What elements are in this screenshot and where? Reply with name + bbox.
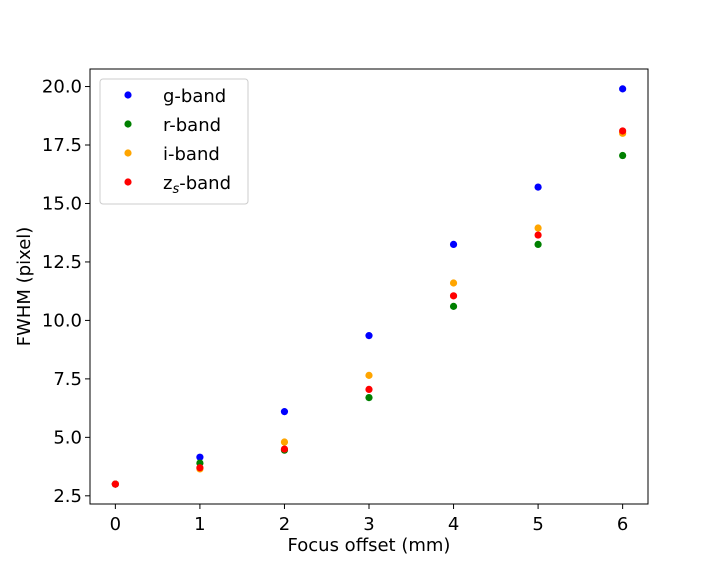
y-tick-label: 7.5 (53, 369, 82, 390)
point-zs-band-1 (196, 464, 203, 471)
point-g-band-2 (281, 408, 288, 415)
point-r-band-5 (534, 241, 541, 248)
point-r-band-6 (619, 152, 626, 159)
y-tick-label: 12.5 (42, 252, 82, 273)
point-i-band-2 (281, 438, 288, 445)
point-zs-band-0 (112, 481, 119, 488)
legend-label-main: r-band (163, 115, 221, 136)
y-tick-label: 20.0 (42, 77, 82, 98)
legend-marker-zs-band (124, 178, 131, 185)
point-i-band-4 (450, 279, 457, 286)
x-tick-label: 5 (532, 514, 543, 535)
x-tick-label: 0 (110, 514, 121, 535)
x-tick-label: 3 (363, 514, 374, 535)
legend-label-suffix: -band (179, 173, 231, 194)
point-zs-band-3 (365, 386, 372, 393)
x-axis-label: Focus offset (mm) (288, 535, 451, 556)
legend-marker-i-band (124, 149, 131, 156)
legend-marker-r-band (124, 120, 131, 127)
x-tick-label: 4 (448, 514, 459, 535)
point-g-band-6 (619, 85, 626, 92)
point-zs-band-6 (619, 127, 626, 134)
x-tick-label: 1 (194, 514, 205, 535)
legend-marker-g-band (124, 91, 131, 98)
x-tick-label: 2 (279, 514, 290, 535)
y-tick-label: 2.5 (53, 486, 82, 507)
x-tick-label: 6 (617, 514, 628, 535)
legend-label-main: i-band (163, 144, 220, 165)
legend-label-main: z (163, 173, 172, 194)
legend-label-r-band: r-band (163, 115, 221, 136)
y-tick-label: 10.0 (42, 310, 82, 331)
point-i-band-5 (534, 224, 541, 231)
legend-label-g-band: g-band (163, 86, 226, 107)
point-g-band-3 (365, 332, 372, 339)
legend-label-i-band: i-band (163, 144, 220, 165)
legend-label-main: g-band (163, 86, 226, 107)
point-zs-band-2 (281, 445, 288, 452)
point-zs-band-5 (534, 231, 541, 238)
point-g-band-5 (534, 184, 541, 191)
y-tick-label: 17.5 (42, 135, 82, 156)
point-i-band-3 (365, 372, 372, 379)
point-zs-band-4 (450, 292, 457, 299)
point-r-band-3 (365, 394, 372, 401)
point-r-band-4 (450, 303, 457, 310)
point-g-band-4 (450, 241, 457, 248)
y-axis-label: FWHM (pixel) (14, 227, 35, 347)
y-tick-label: 5.0 (53, 427, 82, 448)
y-tick-label: 15.0 (42, 193, 82, 214)
